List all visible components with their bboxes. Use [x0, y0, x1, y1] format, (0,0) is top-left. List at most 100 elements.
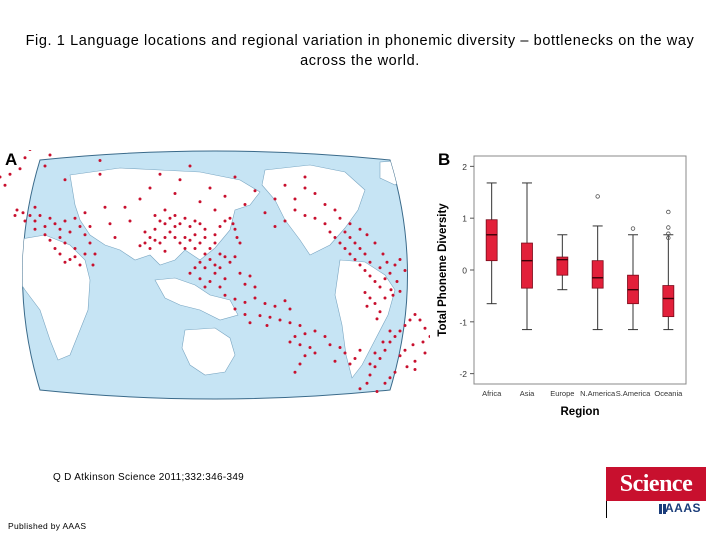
language-dot	[138, 244, 142, 248]
language-dot	[273, 197, 277, 201]
outlier-point	[630, 226, 636, 231]
language-dot	[383, 381, 387, 385]
language-dot	[28, 150, 32, 151]
language-dot	[368, 296, 372, 300]
language-dot	[393, 370, 397, 374]
language-dot	[243, 203, 247, 206]
land-australia	[181, 327, 236, 376]
language-dot	[208, 186, 212, 190]
language-dot	[313, 329, 317, 333]
science-logo-wordmark: Science	[619, 471, 693, 497]
language-dot	[163, 249, 167, 253]
language-dot	[218, 285, 222, 289]
language-dot	[365, 233, 369, 237]
x-tick-label: Asia	[520, 389, 535, 398]
language-dot	[93, 252, 97, 256]
language-dot	[193, 233, 197, 237]
language-dot	[378, 357, 382, 360]
language-dot	[163, 208, 167, 212]
x-tick-label: Europe	[550, 389, 574, 398]
language-dot	[148, 236, 152, 239]
y-tick-label: 1	[462, 214, 467, 224]
language-dot	[73, 247, 77, 250]
language-dot	[348, 362, 352, 366]
language-dot	[173, 225, 177, 228]
language-dot	[218, 252, 222, 256]
language-dot	[308, 346, 312, 349]
language-dot	[113, 236, 117, 239]
language-dot	[243, 300, 247, 304]
language-dot	[143, 241, 147, 245]
language-dot	[398, 329, 402, 333]
language-dot	[163, 236, 167, 239]
language-dot	[23, 219, 27, 223]
language-dot	[178, 222, 182, 226]
box-layer: -2 -1 0 1 2 Africa Asia Europe N.America S.Americ…	[459, 162, 683, 398]
language-dot	[268, 315, 272, 319]
language-dot	[163, 222, 167, 226]
language-dot	[293, 208, 297, 212]
language-dot	[83, 211, 87, 215]
language-dot	[375, 390, 379, 393]
language-dot	[58, 236, 62, 239]
language-dot	[403, 348, 407, 352]
language-dot	[33, 227, 37, 231]
language-dot	[223, 255, 227, 259]
language-dot	[283, 219, 287, 223]
language-dot	[303, 175, 307, 179]
language-dot	[373, 241, 377, 245]
language-dot	[173, 192, 177, 195]
language-dot	[63, 260, 67, 264]
language-dot	[313, 351, 317, 355]
language-dot	[203, 266, 207, 270]
language-dot	[358, 227, 362, 231]
language-dot	[178, 241, 182, 245]
language-dot	[148, 186, 152, 190]
language-dot	[303, 214, 307, 217]
language-dot	[63, 241, 67, 245]
outlier-point	[666, 235, 671, 241]
language-dot	[348, 222, 352, 226]
language-dot	[363, 291, 367, 294]
language-dot	[313, 216, 317, 220]
language-dot	[178, 178, 182, 182]
language-dot	[323, 335, 327, 338]
language-dot	[243, 313, 247, 316]
language-dot	[48, 216, 52, 220]
language-dot	[323, 203, 327, 206]
language-dot	[413, 313, 417, 316]
language-dot	[381, 340, 385, 344]
language-dot	[48, 153, 52, 157]
language-dot	[388, 271, 392, 275]
language-dot	[263, 302, 267, 305]
language-dot	[375, 317, 379, 321]
language-dot	[58, 252, 62, 256]
language-dot	[293, 335, 297, 338]
language-dot	[408, 318, 412, 322]
science-logo: Science AAAS	[606, 467, 707, 518]
language-dot	[233, 255, 237, 259]
language-dot	[233, 307, 237, 311]
language-dot	[168, 216, 172, 220]
language-dot	[378, 266, 382, 270]
language-dot	[168, 230, 172, 234]
language-dot	[358, 263, 362, 267]
language-dot	[183, 216, 187, 220]
language-dot	[203, 252, 207, 256]
language-dot	[228, 216, 232, 220]
language-dot	[143, 230, 147, 234]
language-dot	[423, 351, 427, 355]
language-dot	[108, 222, 112, 226]
language-dot	[398, 354, 402, 358]
phoneme-diversity-boxplot: Total Phoneme Diversity Region -2 -1 0 1 2 Af…	[437, 155, 687, 418]
language-dot	[18, 167, 22, 171]
language-dot	[218, 225, 222, 228]
language-dot	[183, 247, 187, 250]
language-dot	[378, 310, 382, 314]
language-dot	[38, 214, 42, 217]
aaas-mark-icon	[659, 504, 666, 514]
language-dot	[368, 260, 372, 264]
language-dot	[33, 219, 37, 223]
language-dot	[128, 219, 132, 223]
language-dot	[21, 211, 25, 215]
